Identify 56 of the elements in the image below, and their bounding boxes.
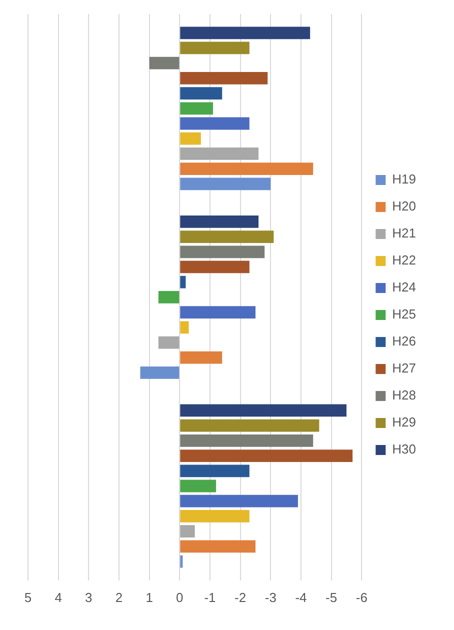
x-tick-label: 5 [24, 590, 32, 605]
legend-label: H20 [392, 198, 416, 214]
legend-label: H25 [392, 306, 416, 322]
bar [180, 419, 320, 432]
bar [180, 404, 346, 417]
bar [180, 148, 259, 160]
bar [180, 321, 189, 334]
bar [180, 434, 314, 447]
bar [180, 494, 298, 508]
x-tick-label: -2 [234, 590, 246, 605]
bar [180, 276, 186, 288]
bar [180, 215, 259, 228]
x-tick-label: -4 [295, 590, 307, 605]
bar [180, 42, 250, 54]
bar [149, 56, 180, 70]
bar [180, 351, 222, 364]
bar [180, 464, 250, 478]
x-tick-label: 3 [85, 590, 92, 605]
bar [140, 366, 180, 379]
legend-label: H30 [392, 442, 416, 457]
bar [180, 132, 201, 145]
x-tick-label: 4 [54, 590, 62, 605]
bar [180, 306, 256, 318]
x-tick-label: -1 [204, 590, 216, 605]
legend-label: H28 [392, 388, 416, 403]
x-tick-label: -3 [264, 590, 276, 605]
bar [158, 336, 180, 349]
bar [180, 540, 256, 553]
legend-label: H22 [392, 252, 416, 268]
bar [180, 72, 268, 84]
legend-label: H26 [392, 334, 416, 349]
bar [180, 87, 222, 100]
bar [180, 162, 314, 176]
bar [180, 230, 274, 243]
x-tick-label: 1 [146, 590, 153, 605]
bar [180, 117, 250, 130]
bar [180, 246, 265, 258]
legend-label: H29 [392, 414, 416, 430]
legend-label: H21 [392, 226, 416, 241]
bar [180, 525, 195, 538]
legend-label: H24 [392, 280, 416, 295]
bar [180, 26, 310, 40]
bar [180, 178, 271, 190]
x-tick-label: -5 [326, 590, 338, 605]
bar [180, 102, 214, 115]
bar [158, 291, 180, 304]
bar [180, 510, 250, 522]
x-tick-label: 0 [176, 590, 184, 605]
x-tick-label: 2 [115, 590, 123, 605]
bar [180, 480, 216, 492]
legend-label: H27 [392, 360, 416, 376]
legend-label: H19 [392, 172, 416, 187]
bar [180, 450, 353, 462]
x-tick-label: -6 [356, 590, 368, 605]
bar [180, 260, 250, 274]
bar [180, 555, 183, 568]
